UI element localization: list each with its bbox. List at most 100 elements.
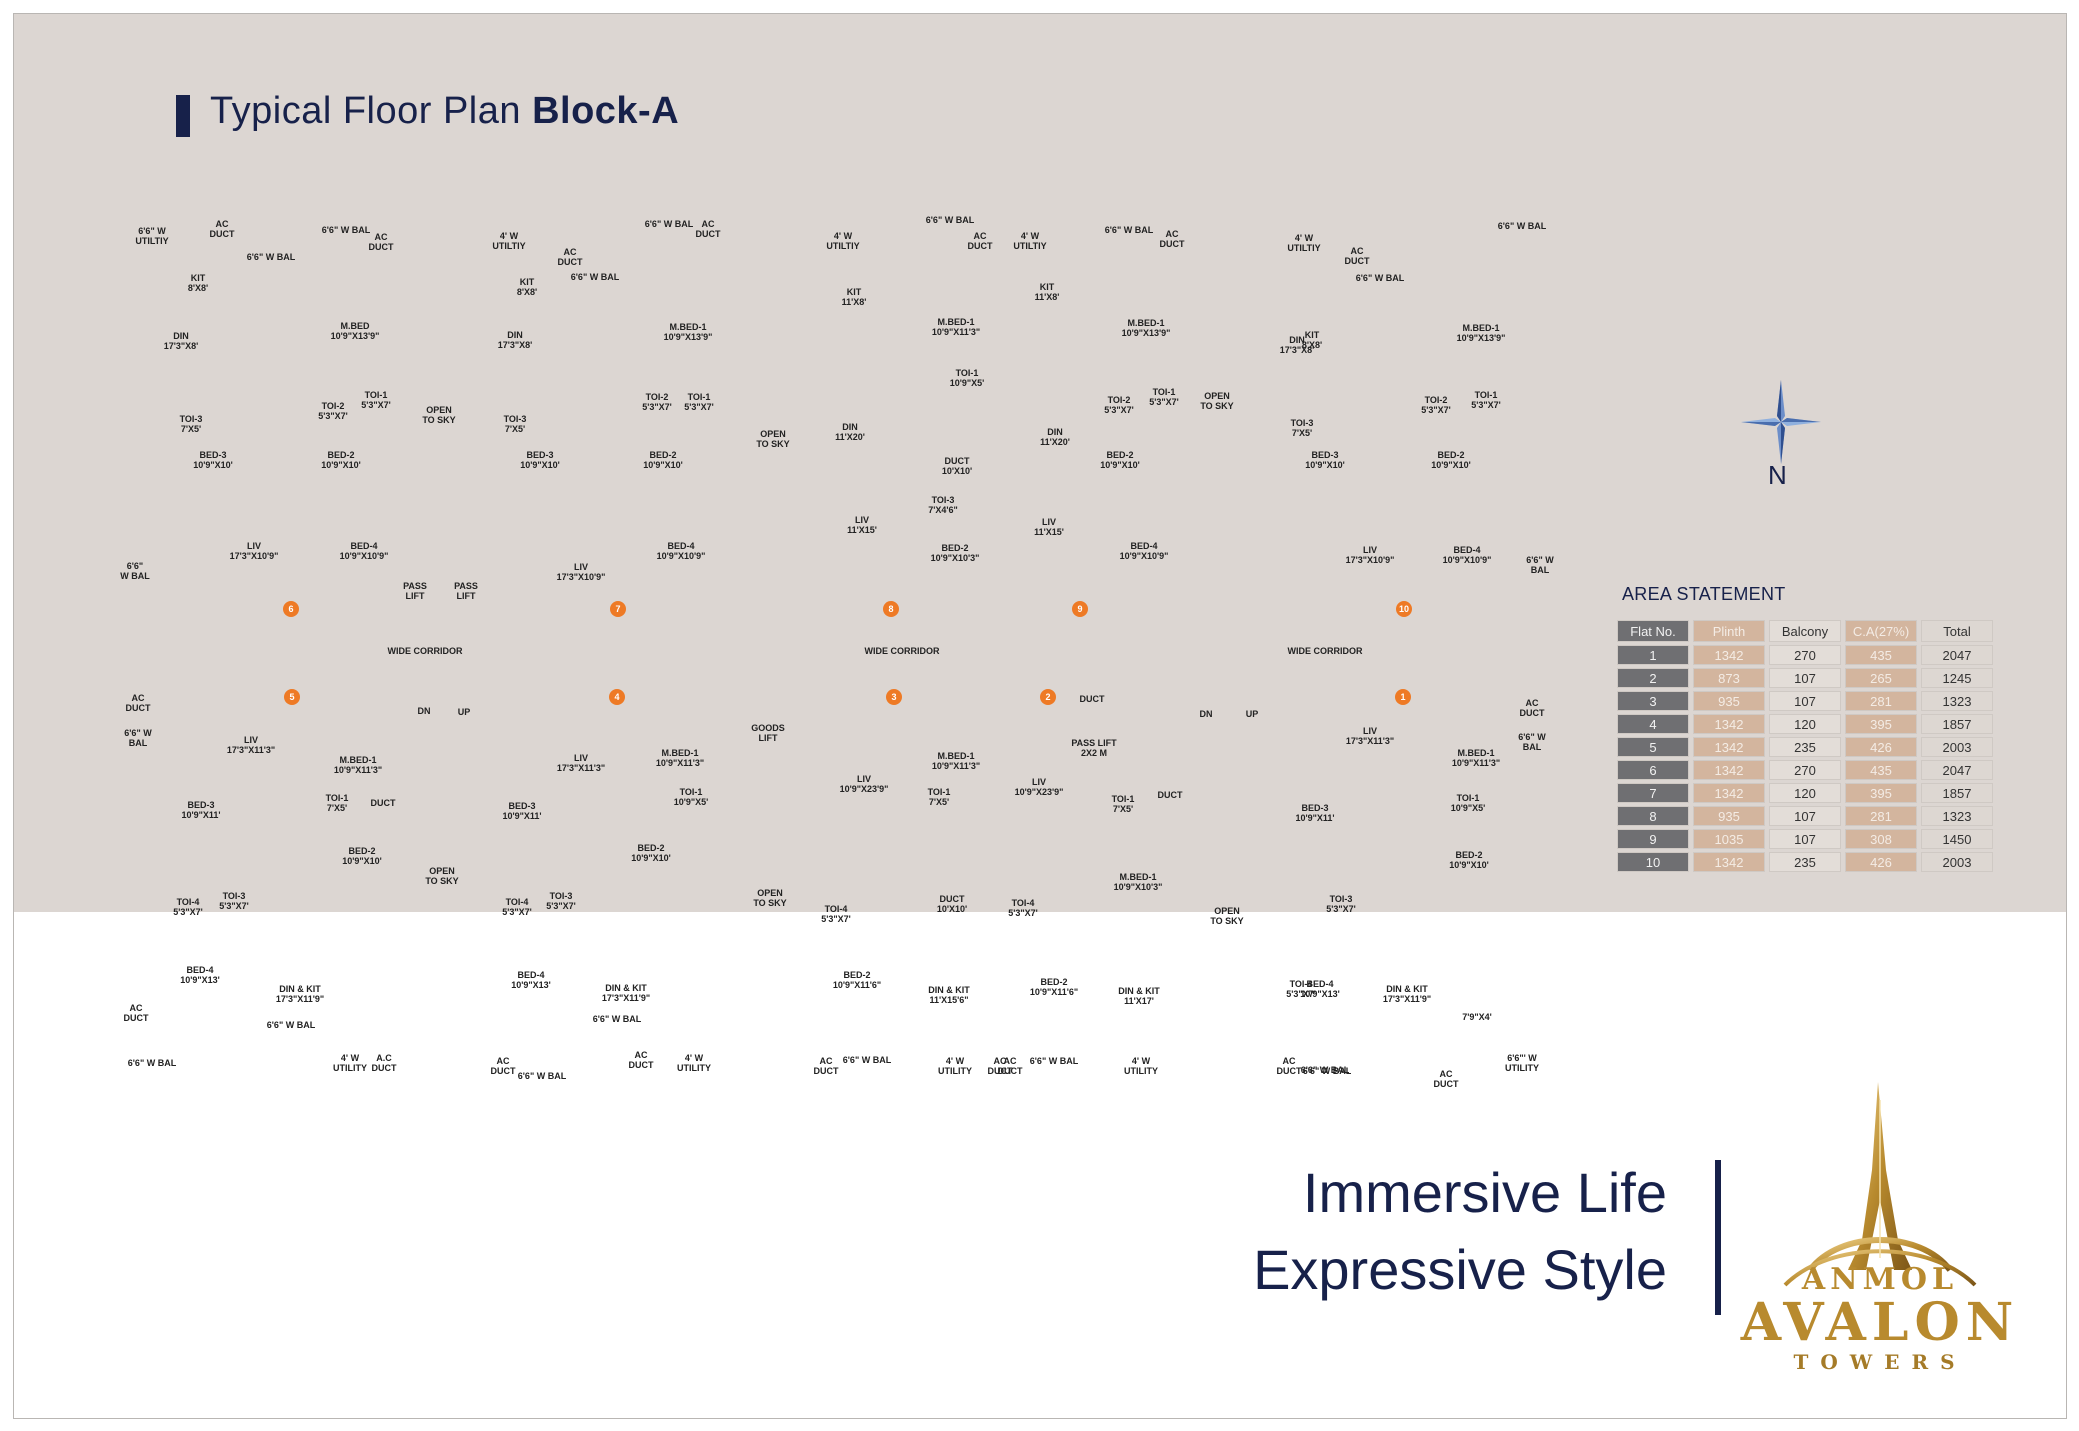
room-label: BED-3 10'9"X11' bbox=[502, 801, 542, 821]
room-label: M.BED-1 10'9"X11'3" bbox=[1451, 748, 1501, 768]
room-label: LIV 11'X15' bbox=[1034, 517, 1064, 537]
table-cell: 2047 bbox=[1921, 645, 1993, 665]
room-label: AC DUCT bbox=[1276, 1056, 1302, 1076]
table-cell: 395 bbox=[1845, 714, 1917, 734]
compass-north-label: N bbox=[1768, 460, 1787, 490]
room-label: LIV 10'9"X23'9" bbox=[839, 774, 889, 794]
room-label: BED-2 10'9"X10' bbox=[342, 846, 382, 866]
room-label: 6'6" W BAL bbox=[321, 225, 371, 235]
room-label: TOI-2 5'3"X7' bbox=[1421, 395, 1451, 415]
room-label: AC DUCT bbox=[997, 1056, 1023, 1076]
room-label: DIN 17'3"X8' bbox=[163, 331, 199, 351]
flat-number-marker: 1 bbox=[1395, 689, 1411, 705]
room-label: KIT 8'X8' bbox=[516, 277, 538, 297]
room-label: TOI-2 5'3"X7' bbox=[1104, 395, 1134, 415]
table-row: 6 1342 270 435 2047 bbox=[1617, 760, 1993, 780]
table-cell: 1857 bbox=[1921, 783, 1993, 803]
room-label: BED-4 10'9"X10'9" bbox=[1119, 541, 1169, 561]
room-label: PASS LIFT bbox=[403, 581, 427, 601]
room-label: UP bbox=[1245, 709, 1259, 719]
table-row: 7 1342 120 395 1857 bbox=[1617, 783, 1993, 803]
room-label: 7'9"X4' bbox=[1462, 1012, 1492, 1022]
room-label: WIDE CORRIDOR bbox=[864, 646, 940, 656]
flat-number-marker: 7 bbox=[610, 601, 626, 617]
table-cell: 1035 bbox=[1693, 829, 1765, 849]
room-label: TOI-3 7'X5' bbox=[503, 414, 527, 434]
table-cell: 1450 bbox=[1921, 829, 1993, 849]
table-cell: 120 bbox=[1769, 714, 1841, 734]
room-label: AC DUCT bbox=[1519, 698, 1545, 718]
room-label: TOI-4 5'3"X7' bbox=[821, 904, 851, 924]
table-cell: 2047 bbox=[1921, 760, 1993, 780]
room-label: AC DUCT bbox=[125, 693, 151, 713]
table-cell: 281 bbox=[1845, 806, 1917, 826]
table-cell: 9 bbox=[1617, 829, 1689, 849]
room-label: 4' W UTILITY bbox=[677, 1053, 711, 1073]
room-label: AC DUCT bbox=[209, 219, 235, 239]
table-row: 10 1342 235 426 2003 bbox=[1617, 852, 1993, 872]
room-label: AC DUCT bbox=[490, 1056, 516, 1076]
room-label: PASS LIFT 2X2 M bbox=[1071, 738, 1117, 758]
room-label: TOI-4 5'3"X7' bbox=[1286, 979, 1316, 999]
room-label: 6'6" W BAL bbox=[127, 1058, 177, 1068]
room-label: TOI-1 7'X5' bbox=[1111, 794, 1135, 814]
room-label: 6'6" W BAL bbox=[266, 1020, 316, 1030]
room-label: 6'6" W BAL bbox=[842, 1055, 892, 1065]
room-label: AC DUCT bbox=[1344, 246, 1370, 266]
room-label: DUCT 10'X10' bbox=[941, 456, 973, 476]
room-label: 6'6" W BAL bbox=[1526, 555, 1554, 575]
room-label: DIN 17'3"X8' bbox=[1279, 335, 1315, 355]
room-label: KIT 8'X8' bbox=[187, 273, 209, 293]
room-label: TOI-3 7'X4'6" bbox=[928, 495, 958, 515]
table-cell: 1323 bbox=[1921, 691, 1993, 711]
room-label: TOI-1 5'3"X7' bbox=[684, 392, 714, 412]
table-cell: 120 bbox=[1769, 783, 1841, 803]
room-label: DIN & KIT 11'X15'6" bbox=[928, 985, 970, 1005]
room-label: WIDE CORRIDOR bbox=[387, 646, 463, 656]
room-label: GOODS LIFT bbox=[751, 723, 785, 743]
room-label: AC DUCT bbox=[967, 231, 993, 251]
room-label: M.BED-1 10'9"X11'3" bbox=[931, 317, 981, 337]
room-label: KIT 8'X8' bbox=[1301, 330, 1323, 350]
room-label: 4' W UTILTIY bbox=[826, 231, 860, 251]
room-label: TOI-1 10'9"X5' bbox=[949, 368, 985, 388]
table-cell: 5 bbox=[1617, 737, 1689, 757]
table-cell: 935 bbox=[1693, 806, 1765, 826]
table-cell: 2003 bbox=[1921, 852, 1993, 872]
room-label: BED-4 10'9"X10'9" bbox=[1442, 545, 1492, 565]
column-header: Total bbox=[1921, 620, 1993, 642]
table-cell: 270 bbox=[1769, 645, 1841, 665]
room-label: TOI-3 5'3"X7' bbox=[1326, 894, 1356, 914]
room-label: M.BED-1 10'9"X13'9" bbox=[1456, 323, 1506, 343]
room-label: 6'6" W BAL bbox=[246, 252, 296, 262]
room-label: DIN & KIT 17'3"X11'9" bbox=[275, 984, 325, 1004]
room-label: 6'6" W BAL bbox=[120, 561, 150, 581]
room-label: M.BED-1 10'9"X11'3" bbox=[931, 751, 981, 771]
room-label: TOI-1 5'3"X7' bbox=[1471, 390, 1501, 410]
table-cell: 308 bbox=[1845, 829, 1917, 849]
room-label: AC DUCT bbox=[813, 1056, 839, 1076]
room-label: BED-3 10'9"X10' bbox=[193, 450, 233, 470]
flat-number-marker: 6 bbox=[283, 601, 299, 617]
column-header: Flat No. bbox=[1617, 620, 1689, 642]
room-label: M.BED-1 10'9"X10'3" bbox=[1113, 872, 1163, 892]
table-cell: 873 bbox=[1693, 668, 1765, 688]
room-label: TOI-3 5'3"X7' bbox=[546, 891, 576, 911]
table-cell: 270 bbox=[1769, 760, 1841, 780]
tagline-line-2: Expressive Style bbox=[1253, 1238, 1667, 1301]
room-label: WIDE CORRIDOR bbox=[1287, 646, 1363, 656]
room-label: TOI-3 5'3"X7' bbox=[219, 891, 249, 911]
compass-icon bbox=[1741, 380, 1821, 464]
room-label: AC DUCT bbox=[1159, 229, 1185, 249]
room-label: 6'6" W BAL bbox=[1104, 225, 1154, 235]
room-label: DIN & KIT 17'3"X11'9" bbox=[601, 983, 651, 1003]
room-label: M.BED 10'9"X13'9" bbox=[330, 321, 380, 341]
table-header-row: Flat No. Plinth Balcony C.A(27%) Total bbox=[1617, 620, 1993, 642]
room-label: LIV 17'3"X10'9" bbox=[556, 562, 606, 582]
room-label: TOI-4 5'3"X7' bbox=[502, 897, 532, 917]
table-cell: 107 bbox=[1769, 829, 1841, 849]
room-label: OPEN TO SKY bbox=[753, 888, 787, 908]
table-cell: 107 bbox=[1769, 806, 1841, 826]
room-label: TOI-1 10'9"X5' bbox=[1450, 793, 1486, 813]
